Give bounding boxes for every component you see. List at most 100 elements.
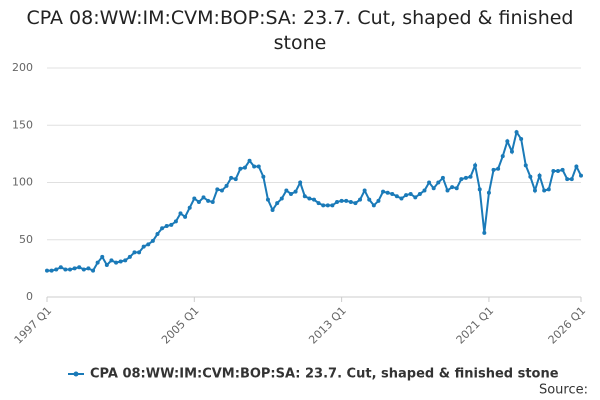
data-point — [49, 268, 54, 273]
data-point — [569, 177, 574, 182]
data-point — [169, 222, 174, 227]
data-point — [390, 191, 395, 196]
data-point — [68, 267, 73, 272]
data-point — [275, 201, 280, 206]
data-point — [72, 266, 77, 271]
data-point — [284, 188, 289, 193]
data-point — [215, 187, 220, 192]
data-point — [137, 250, 142, 255]
x-tick-label: 2026 Q1 — [546, 304, 589, 347]
data-point — [477, 187, 482, 192]
y-tick-label: 150 — [12, 118, 33, 131]
data-point — [261, 174, 266, 179]
data-point — [160, 226, 165, 231]
y-tick-label: 200 — [12, 61, 33, 74]
data-point — [95, 260, 100, 265]
data-point — [233, 177, 238, 182]
data-point — [491, 167, 496, 172]
data-point — [486, 190, 491, 195]
data-point — [408, 191, 413, 196]
data-point — [528, 174, 533, 179]
data-point — [473, 163, 478, 168]
data-point — [431, 186, 436, 191]
data-point — [265, 197, 270, 202]
data-point — [224, 183, 229, 188]
data-point — [546, 187, 551, 192]
data-point — [192, 196, 197, 201]
x-tick-label: 2021 Q1 — [454, 304, 497, 347]
data-point — [91, 268, 96, 273]
data-point — [178, 211, 183, 216]
data-point — [519, 136, 524, 141]
data-point — [367, 197, 372, 202]
legend-label: CPA 08:WW:IM:CVM:BOP:SA: 23.7. Cut, shap… — [90, 367, 559, 382]
data-point — [196, 199, 201, 204]
data-point — [118, 259, 123, 264]
data-point — [141, 244, 146, 249]
data-point — [353, 201, 358, 206]
data-point — [109, 258, 114, 263]
data-point — [330, 203, 335, 208]
data-point — [436, 180, 441, 185]
data-point — [146, 242, 151, 247]
data-point — [206, 198, 211, 203]
data-point — [542, 188, 547, 193]
legend-marker — [73, 371, 79, 377]
data-point — [247, 158, 252, 163]
data-point — [394, 194, 399, 199]
data-point — [229, 175, 234, 180]
data-point — [54, 267, 59, 272]
x-tick-label: 2013 Q1 — [306, 304, 349, 347]
chart-title: CPA 08:WW:IM:CVM:BOP:SA: 23.7. Cut, shap… — [26, 7, 574, 54]
data-point — [505, 139, 510, 144]
data-point — [86, 266, 91, 271]
data-point — [164, 224, 169, 229]
data-point — [348, 199, 353, 204]
data-point — [100, 254, 105, 259]
data-point — [417, 191, 422, 196]
data-point — [358, 197, 363, 202]
data-point — [321, 203, 326, 208]
data-point — [427, 180, 432, 185]
data-point — [270, 207, 275, 212]
data-point — [579, 173, 583, 178]
data-point — [183, 214, 188, 219]
data-point — [187, 205, 192, 210]
data-point — [574, 164, 579, 169]
data-point — [293, 189, 298, 194]
data-point — [173, 219, 178, 224]
data-point — [560, 167, 565, 172]
data-point — [551, 169, 556, 174]
y-tick-label: 100 — [12, 176, 33, 189]
y-tick-label: 0 — [26, 290, 33, 303]
data-point — [468, 174, 473, 179]
data-point — [256, 164, 261, 169]
data-point — [252, 164, 257, 169]
data-point — [45, 268, 49, 273]
data-point — [371, 203, 376, 208]
data-point — [532, 188, 537, 193]
data-point — [362, 188, 367, 193]
data-point — [316, 201, 321, 206]
y-tick-label: 50 — [19, 233, 33, 246]
data-point — [339, 198, 344, 203]
data-point — [335, 199, 340, 204]
data-point — [500, 154, 505, 159]
data-point — [422, 188, 427, 193]
data-point — [344, 198, 349, 203]
data-point — [201, 195, 206, 200]
data-point — [210, 199, 215, 204]
data-point — [298, 180, 303, 185]
data-point — [58, 265, 63, 270]
data-point — [150, 238, 155, 243]
data-point — [482, 230, 487, 235]
data-point — [523, 163, 528, 168]
data-point — [496, 166, 501, 171]
data-point — [404, 193, 409, 198]
data-point — [307, 196, 312, 201]
x-tick-label: 1997 Q1 — [12, 304, 55, 347]
data-point — [325, 203, 330, 208]
data-point — [63, 267, 68, 272]
data-point — [537, 173, 542, 178]
